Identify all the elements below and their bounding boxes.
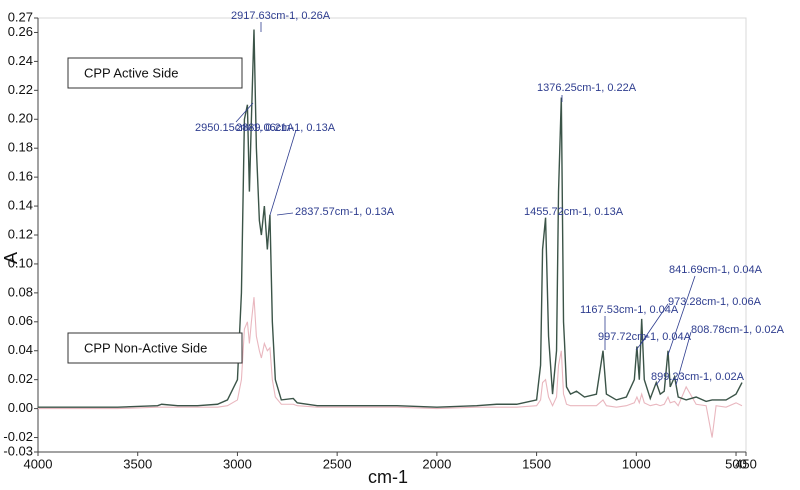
annotation: 2837.57cm-1, 0.13A [295,206,395,218]
x-tick-label: 1500 [522,456,551,471]
y-tick-label: 0.08 [8,284,33,299]
legend-box [67,332,243,364]
y-tick-label: 0.10 [8,255,33,270]
y-tick-label: 0.18 [8,140,33,155]
y-tick-label: 0.26 [8,24,33,39]
x-tick-label: 500 [725,456,747,471]
annotation-leader [639,303,669,346]
x-tick-label: 2000 [422,456,451,471]
y-tick-label: 0.02 [8,371,33,386]
annotation: 2889.06cm-1, 0.13A [236,122,336,134]
x-tick-label: 4000 [24,456,53,471]
annotation: 2950.15cm-1, 0.21A [195,122,295,134]
annotation: 841.69cm-1, 0.04A [669,264,763,276]
x-axis-label: cm-1 [368,467,408,487]
y-tick-label: -0.03 [3,443,33,458]
y-tick-label: 0.20 [8,111,33,126]
y-tick-label: 0.24 [8,53,33,68]
y-tick-label: 0.00 [8,400,33,415]
x-tick-label: 2500 [323,456,352,471]
annotation-leader [675,331,692,386]
annotation-leader [667,275,696,356]
annotation: 2917.63cm-1, 0.26A [231,10,331,22]
y-tick-label: 0.12 [8,226,33,241]
legend-box [67,57,243,89]
annotation-leader [635,334,649,351]
annotation: 973.28cm-1, 0.06A [668,296,762,308]
x-tick-label: 450 [735,456,757,471]
y-tick-label: 0.04 [8,342,33,357]
annotation-leader [269,129,297,216]
legend-label: CPP Active Side [84,65,178,80]
y-axis-label: A [1,252,21,264]
spectrum-line [38,29,743,408]
annotation: 997.72cm-1, 0.04A [598,331,692,343]
annotation: 1376.25cm-1, 0.22A [537,82,637,94]
spectrum-line [38,297,743,438]
annotation: 1455.72cm-1, 0.13A [524,206,624,218]
legend-label: CPP Non-Active Side [84,340,207,355]
y-tick-label: 0.27 [8,9,33,24]
annotation: 1167.53cm-1, 0.04A [580,304,679,316]
y-tick-label: 0.06 [8,313,33,328]
x-tick-label: 1000 [622,456,651,471]
x-tick-label: 3000 [223,456,252,471]
annotation-leader [655,379,661,386]
annotation: 808.78cm-1, 0.02A [691,324,785,336]
y-tick-label: 0.14 [8,198,33,213]
annotation: 899.23cm-1, 0.02A [651,371,745,383]
y-tick-label: 0.16 [8,169,33,184]
y-tick-label: -0.02 [3,429,33,444]
x-tick-label: 3500 [123,456,152,471]
y-tick-label: 0.22 [8,82,33,97]
annotation-leader [235,102,254,123]
annotation-leader [276,212,294,216]
